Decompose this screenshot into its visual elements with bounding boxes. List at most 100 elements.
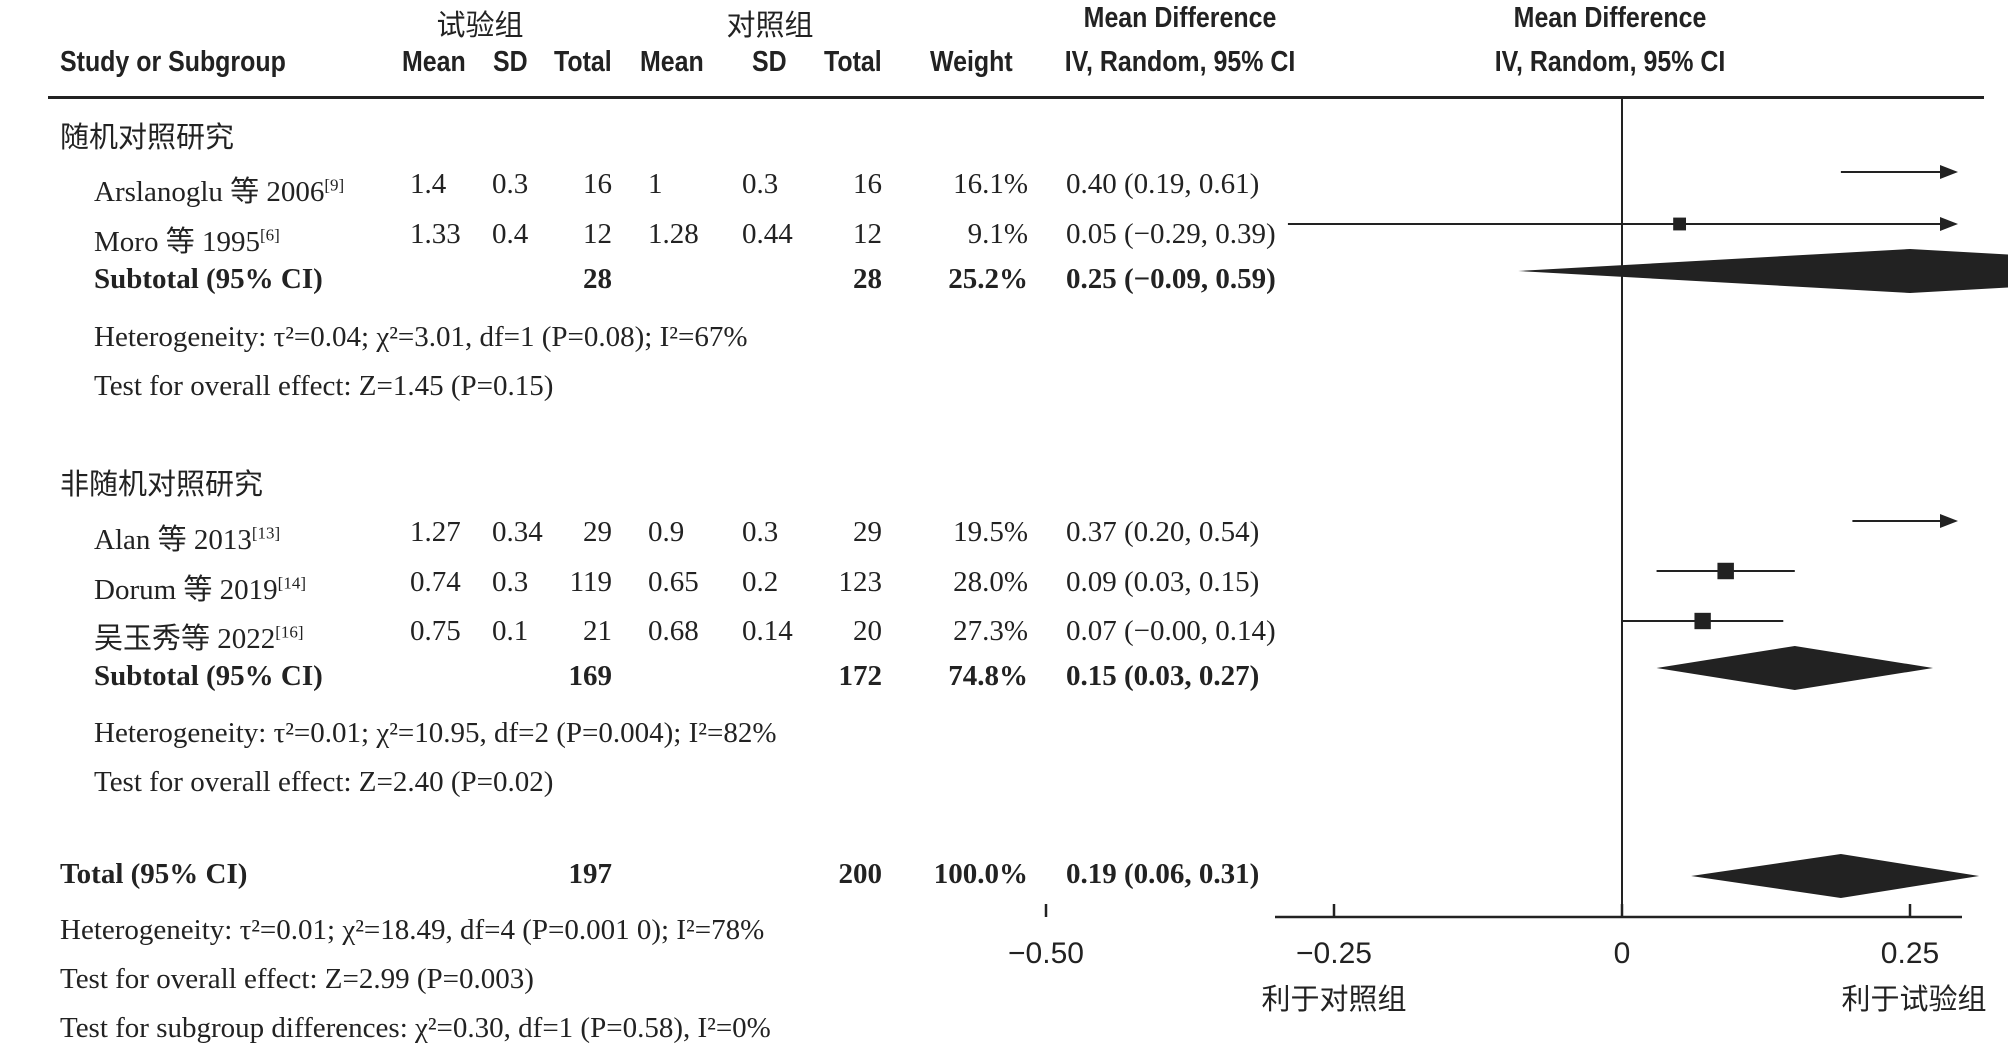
mean2-cell: 0.65 [648, 566, 699, 598]
study-name: Moro 等 1995[6] [94, 225, 280, 258]
x-tick-label: 0 [1614, 937, 1631, 970]
total2-cell: 29 [853, 516, 882, 548]
subtotal-ci: 0.25 (−0.09, 0.59) [1066, 263, 1276, 295]
subtotal-total1: 169 [568, 660, 613, 692]
study-square [1673, 217, 1687, 231]
mean2-cell: 1 [648, 168, 663, 200]
study-square [1694, 612, 1711, 630]
favors-control-label: 利于对照组 [1261, 982, 1406, 1016]
mean1-cell: 1.27 [410, 516, 461, 548]
study-name: 吴玉秀等 2022[16] [94, 622, 304, 655]
group2-header: 对照组 [726, 8, 814, 42]
pooled-diamond [1518, 249, 2008, 293]
ci-arrow [1940, 514, 1958, 528]
study-square [1717, 562, 1734, 580]
total2-cell: 16 [853, 168, 882, 200]
subtotal-total1: 28 [583, 263, 612, 295]
subgroup-differences-text: Test for subgroup differences: χ²=0.30, … [60, 1012, 771, 1044]
ci-arrow [1940, 217, 1958, 231]
mean1-cell: 0.74 [410, 566, 461, 598]
total2-cell: 12 [853, 218, 882, 250]
header-rule [48, 96, 1984, 99]
sd1-cell: 0.4 [492, 218, 529, 250]
total-total1: 197 [568, 858, 613, 890]
weight-cell: 28.0% [953, 566, 1028, 598]
x-tick-label: −0.50 [1008, 937, 1084, 970]
sd1-header: SD [493, 46, 528, 78]
ci-arrow [1940, 165, 1958, 179]
x-tick-label: 0.25 [1881, 937, 1939, 970]
study-name: Alan 等 2013[13] [94, 523, 281, 556]
weight-cell: 19.5% [953, 516, 1028, 548]
subtotal-ci: 0.15 (0.03, 0.27) [1066, 660, 1260, 692]
sd1-cell: 0.3 [492, 566, 529, 598]
plot-title: Mean Difference [1513, 2, 1707, 34]
sd1-cell: 0.1 [492, 615, 529, 647]
total2-header: Total [824, 46, 882, 78]
sd1-cell: 0.34 [492, 516, 543, 548]
mean2-header: Mean [640, 46, 704, 78]
pooled-diamond [1691, 854, 1980, 898]
overall-effect-text: Test for overall effect: Z=1.45 (P=0.15) [94, 370, 554, 402]
subtotal-total2: 172 [838, 660, 883, 692]
total1-cell: 16 [583, 168, 612, 200]
mean1-cell: 0.75 [410, 615, 461, 647]
sd2-cell: 0.2 [742, 566, 779, 598]
study-header: Study or Subgroup [60, 46, 286, 78]
total1-cell: 12 [583, 218, 612, 250]
subtotal-weight: 25.2% [948, 263, 1028, 295]
sd2-cell: 0.3 [742, 516, 779, 548]
mean1-cell: 1.33 [410, 218, 461, 250]
ci-cell: 0.05 (−0.29, 0.39) [1066, 218, 1276, 250]
overall-effect-text: Test for overall effect: Z=2.40 (P=0.02) [94, 766, 554, 798]
heterogeneity-text: Heterogeneity: τ²=0.04; χ²=3.01, df=1 (P… [94, 321, 748, 353]
total-heterogeneity-text: Heterogeneity: τ²=0.01; χ²=18.49, df=4 (… [60, 914, 765, 946]
weight-cell: 27.3% [953, 615, 1028, 647]
sd2-cell: 0.44 [742, 218, 793, 250]
group1-header: 试验组 [436, 8, 524, 42]
total1-cell: 21 [583, 615, 612, 647]
total1-cell: 119 [569, 566, 612, 598]
total-overall-effect-text: Test for overall effect: Z=2.99 (P=0.003… [60, 963, 534, 995]
mean2-cell: 0.9 [648, 516, 685, 548]
subtotal-weight: 74.8% [948, 660, 1028, 692]
sd1-cell: 0.3 [492, 168, 529, 200]
pooled-diamond [1656, 646, 1934, 690]
study-name: Dorum 等 2019[14] [94, 573, 306, 606]
x-tick-label: −0.25 [1296, 937, 1372, 970]
total1-cell: 29 [583, 516, 612, 548]
total1-header: Total [554, 46, 612, 78]
ci-cell: 0.09 (0.03, 0.15) [1066, 566, 1260, 598]
total2-cell: 20 [853, 615, 882, 647]
ci-cell: 0.37 (0.20, 0.54) [1066, 516, 1260, 548]
total2-cell: 123 [838, 566, 883, 598]
mean2-cell: 0.68 [648, 615, 699, 647]
total-label: Total (95% CI) [60, 858, 248, 890]
sd2-cell: 0.14 [742, 615, 793, 647]
subtotal-label: Subtotal (95% CI) [94, 263, 323, 295]
mean2-cell: 1.28 [648, 218, 699, 250]
favors-treatment-label: 利于试验组 [1841, 982, 1986, 1016]
plot-subtitle: IV, Random, 95% CI [1494, 46, 1726, 78]
study-name: Arslanoglu 等 2006[9] [94, 175, 345, 208]
heterogeneity-text: Heterogeneity: τ²=0.01; χ²=10.95, df=2 (… [94, 717, 777, 749]
ci-cell: 0.07 (−0.00, 0.14) [1066, 615, 1276, 647]
weight-header: Weight [930, 46, 1013, 78]
total-weight: 100.0% [933, 858, 1028, 890]
subtotal-total2: 28 [853, 263, 882, 295]
weight-cell: 9.1% [967, 218, 1028, 250]
ci-cell: 0.40 (0.19, 0.61) [1066, 168, 1260, 200]
mean1-cell: 1.4 [410, 168, 447, 200]
mean1-header: Mean [402, 46, 466, 78]
weight-cell: 16.1% [953, 168, 1028, 200]
sd2-header: SD [752, 46, 787, 78]
md-column-title: Mean Difference [1083, 2, 1277, 34]
subgroup-title: 非随机对照研究 [60, 467, 264, 501]
total-ci: 0.19 (0.06, 0.31) [1066, 858, 1260, 890]
total-total2: 200 [838, 858, 883, 890]
subtotal-label: Subtotal (95% CI) [94, 660, 323, 692]
sd2-cell: 0.3 [742, 168, 779, 200]
md-column-subtitle: IV, Random, 95% CI [1064, 46, 1296, 78]
subgroup-title: 随机对照研究 [60, 120, 235, 154]
